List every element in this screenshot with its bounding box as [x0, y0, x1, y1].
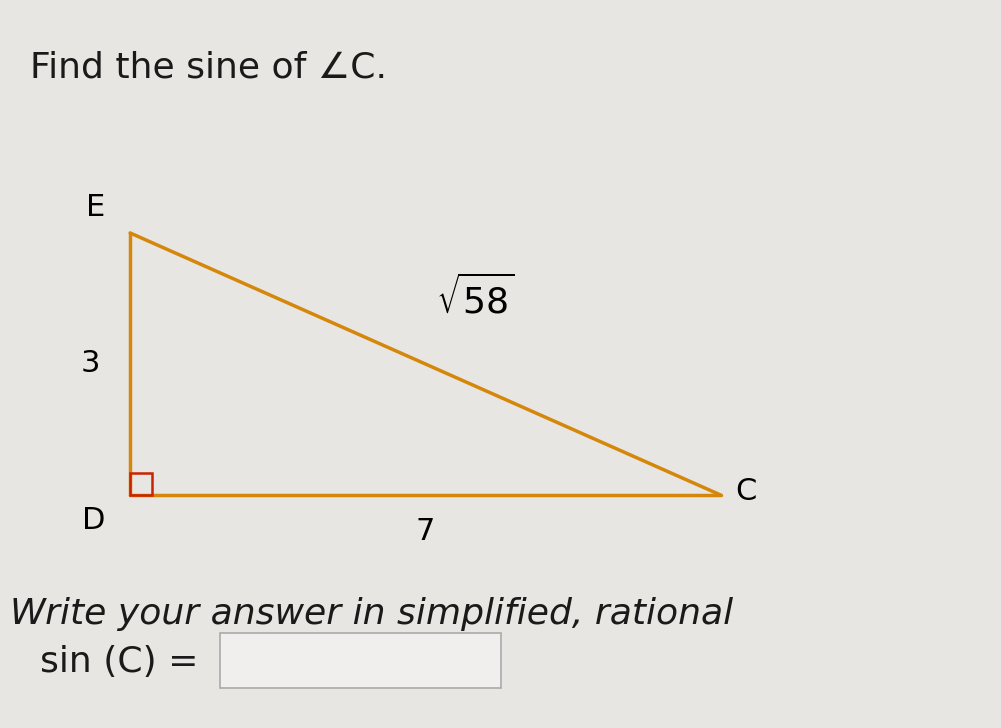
Text: 3: 3 — [81, 349, 100, 379]
Text: 7: 7 — [415, 517, 435, 546]
Text: Find the sine of ∠C.: Find the sine of ∠C. — [30, 51, 387, 85]
Text: sin (C) =: sin (C) = — [40, 646, 198, 679]
Text: C: C — [736, 477, 757, 506]
Text: Write your answer in simplified, rational: Write your answer in simplified, rationa… — [10, 597, 733, 631]
Text: E: E — [86, 193, 105, 222]
Text: .: . — [343, 660, 349, 678]
Text: D: D — [82, 506, 105, 535]
FancyBboxPatch shape — [220, 633, 500, 688]
Text: $\sqrt{58}$: $\sqrt{58}$ — [436, 275, 515, 320]
Bar — [130, 473, 152, 495]
